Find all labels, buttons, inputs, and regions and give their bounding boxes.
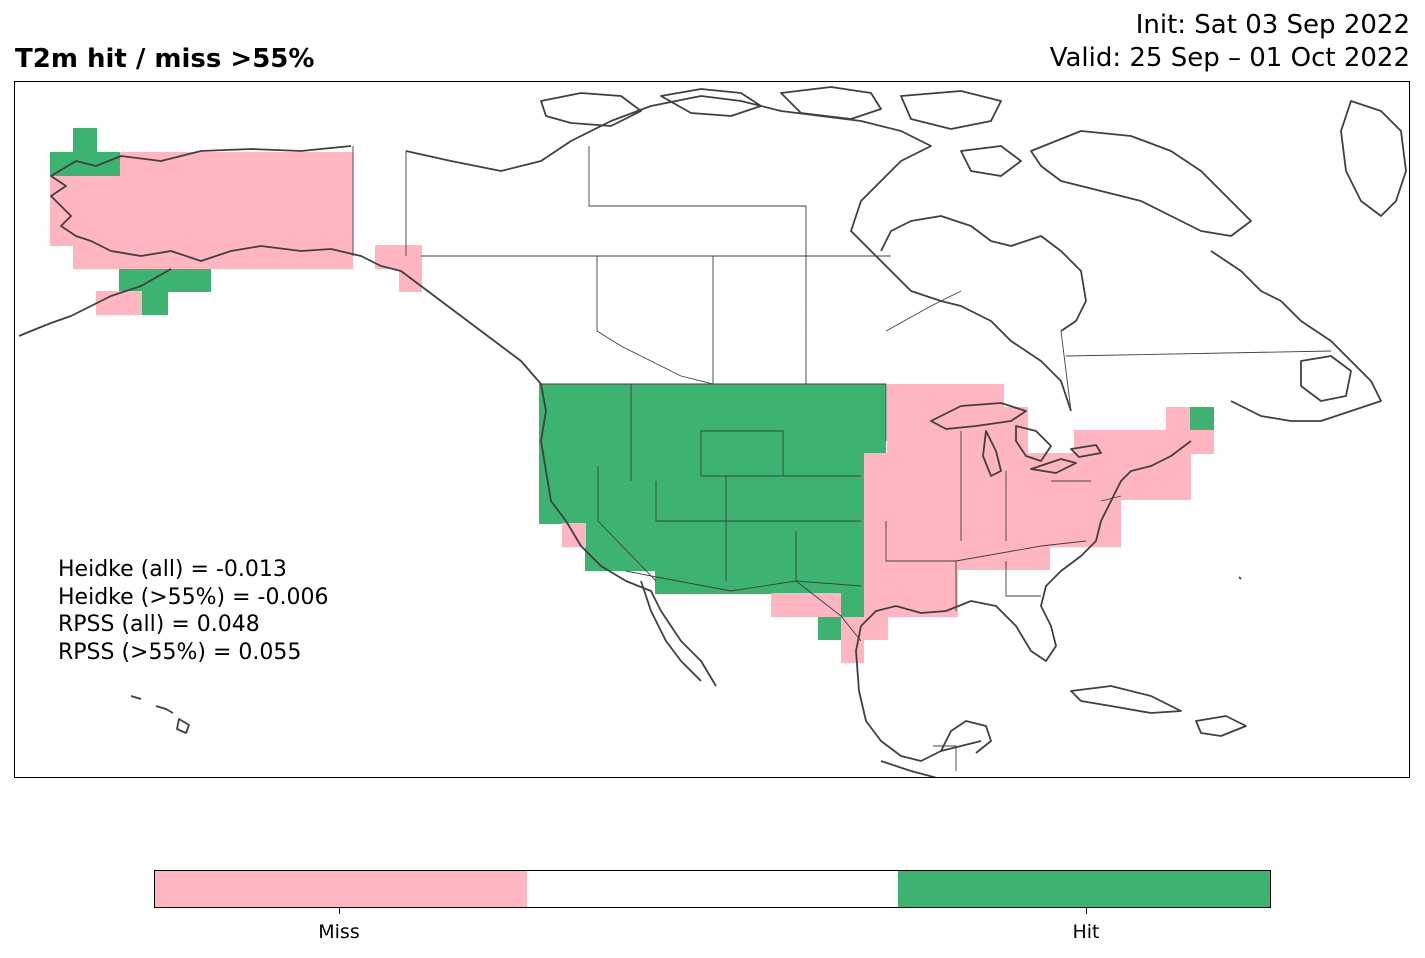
hit-cell (585, 546, 864, 571)
lake-michigan (982, 430, 1002, 477)
skill-scores: Heidke (all) = -0.013 Heidke (>55%) = -0… (58, 556, 328, 666)
alaska-coast (50, 145, 542, 385)
us-west-coast (540, 383, 717, 687)
hit-cell (539, 384, 886, 501)
arctic-island-4 (900, 90, 1002, 130)
miss-cell (1074, 500, 1121, 547)
miss-cell (934, 570, 958, 617)
aleutian-coast (18, 268, 172, 337)
eastern-us-cells (841, 384, 1214, 663)
colorbar (154, 870, 1271, 908)
lake-huron (1015, 425, 1052, 462)
map-panel (14, 81, 1410, 778)
central-america-coast (880, 760, 937, 777)
hit-cell (73, 128, 97, 153)
arctic-island-3 (780, 86, 882, 120)
arctic-island-2 (660, 88, 762, 117)
colorbar-tick-hit (1086, 907, 1087, 914)
heidke-all: Heidke (all) = -0.013 (58, 557, 287, 582)
island-south (1238, 576, 1242, 580)
arctic-island-5 (960, 145, 1022, 177)
miss-cell (96, 291, 143, 315)
miss-cell (119, 152, 353, 269)
hawaii-islands (130, 695, 190, 734)
western-us-cells (539, 384, 887, 640)
miss-cell (1028, 500, 1074, 547)
hudson-bay-coast (880, 215, 1087, 332)
miss-cell (50, 176, 120, 246)
miss-cell (375, 245, 422, 269)
coastlines (18, 86, 1407, 777)
colorbar-tick-miss (339, 907, 340, 914)
newfoundland-coast (1300, 355, 1352, 402)
miss-cell (864, 546, 957, 570)
colorbar-hit-segment (898, 871, 1271, 907)
miss-cell (1074, 430, 1191, 500)
lake-erie (1030, 458, 1077, 474)
miss-cell (1166, 407, 1190, 431)
colorbar-neutral-segment (526, 871, 899, 907)
hit-cell (1190, 407, 1214, 431)
miss-cell (841, 617, 888, 640)
baja-coast (640, 580, 702, 682)
miss-cell (771, 593, 841, 617)
canada-provinces (405, 146, 1332, 412)
forecast-cells (50, 128, 1214, 663)
map-canvas (18, 86, 1407, 777)
us-canada-border (421, 255, 891, 441)
init-date: Init: Sat 03 Sep 2022 (1135, 10, 1410, 40)
hit-cell (142, 291, 168, 315)
labrador-coast (1210, 250, 1382, 422)
cuba-coast (1070, 685, 1182, 714)
central-america-border (933, 745, 957, 771)
political-borders (352, 146, 1332, 771)
miss-cell (1190, 430, 1214, 454)
us-east-coast (855, 440, 1192, 762)
yucatan-coast (940, 720, 992, 754)
baffin-coast (1030, 130, 1252, 237)
alaska-cells (50, 128, 422, 315)
lake-ontario (1070, 444, 1102, 458)
lake-superior (930, 402, 1027, 430)
canada-arctic-coast (405, 95, 1072, 412)
miss-cell (841, 640, 864, 663)
hit-cell (818, 617, 841, 640)
heidke-55: Heidke (>55%) = -0.006 (58, 584, 329, 610)
rpss-55: RPSS (>55%) = 0.055 (58, 639, 302, 665)
colorbar-miss-segment (155, 871, 527, 907)
hispaniola-coast (1195, 715, 1247, 737)
colorbar-label-hit: Hit (1072, 921, 1100, 943)
miss-cell (73, 246, 119, 269)
arctic-island-1 (540, 92, 642, 127)
hit-cell (585, 523, 887, 547)
us-mexico-border (625, 570, 862, 642)
miss-cell (887, 384, 1004, 454)
colorbar-label-miss: Miss (318, 921, 360, 943)
hit-cell (562, 500, 887, 524)
valid-period: Valid: 25 Sep – 01 Oct 2022 (1049, 43, 1410, 73)
hit-cell (655, 570, 864, 594)
greenland-coast (1340, 100, 1407, 217)
map-title: T2m hit / miss >55% (15, 44, 315, 74)
rpss-all: RPSS (all) = 0.048 (58, 612, 260, 637)
hit-cell (841, 593, 864, 617)
